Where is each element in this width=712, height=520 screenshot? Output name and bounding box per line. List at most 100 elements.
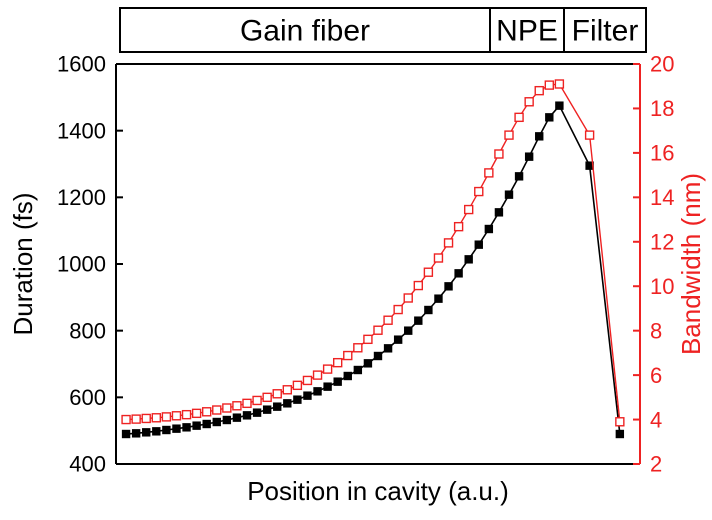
series-marker-bandwidth <box>616 418 624 426</box>
chart-bg <box>0 0 712 520</box>
series-marker-duration <box>274 403 281 410</box>
series-marker-duration <box>395 336 402 343</box>
series-marker-bandwidth <box>243 399 251 407</box>
series-marker-bandwidth <box>586 131 594 139</box>
series-marker-duration <box>526 153 533 160</box>
ytick-right-label: 4 <box>650 407 662 432</box>
series-marker-duration <box>415 317 422 324</box>
series-marker-bandwidth <box>465 206 473 214</box>
series-marker-bandwidth <box>263 393 271 401</box>
series-marker-bandwidth <box>485 169 493 177</box>
series-marker-bandwidth <box>555 80 563 88</box>
series-marker-duration <box>475 241 482 248</box>
series-marker-bandwidth <box>203 408 211 416</box>
ytick-right-label: 6 <box>650 363 662 388</box>
series-marker-duration <box>495 209 502 216</box>
series-marker-bandwidth <box>374 326 382 334</box>
series-marker-bandwidth <box>404 294 412 302</box>
ytick-right-label: 20 <box>650 52 674 77</box>
ytick-right-label: 14 <box>650 185 674 210</box>
series-marker-duration <box>334 378 341 385</box>
series-marker-duration <box>223 417 230 424</box>
series-marker-duration <box>163 427 170 434</box>
series-marker-duration <box>233 414 240 421</box>
series-marker-duration <box>294 396 301 403</box>
series-marker-duration <box>133 430 140 437</box>
series-marker-duration <box>485 226 492 233</box>
y-right-label: Bandwidth (nm) <box>676 173 706 355</box>
series-marker-duration <box>284 400 291 407</box>
series-marker-bandwidth <box>122 416 130 424</box>
ytick-right-label: 10 <box>650 274 674 299</box>
ytick-left-label: 800 <box>69 318 106 343</box>
series-marker-duration <box>193 422 200 429</box>
series-marker-duration <box>344 373 351 380</box>
series-marker-duration <box>506 191 513 198</box>
series-marker-duration <box>314 388 321 395</box>
series-marker-bandwidth <box>334 359 342 367</box>
series-marker-bandwidth <box>384 316 392 324</box>
ytick-right-label: 18 <box>650 96 674 121</box>
region-label-1: NPE <box>496 15 558 48</box>
series-marker-duration <box>183 424 190 431</box>
series-marker-bandwidth <box>223 404 231 412</box>
series-marker-duration <box>516 173 523 180</box>
series-marker-duration <box>546 114 553 121</box>
series-marker-bandwidth <box>152 414 160 422</box>
series-marker-duration <box>203 421 210 428</box>
series-marker-bandwidth <box>445 239 453 247</box>
series-marker-duration <box>375 353 382 360</box>
ytick-right-label: 8 <box>650 318 662 343</box>
series-marker-bandwidth <box>475 188 483 196</box>
series-marker-bandwidth <box>233 402 241 410</box>
series-marker-duration <box>435 295 442 302</box>
series-marker-bandwidth <box>213 406 221 414</box>
ytick-left-label: 1000 <box>57 252 106 277</box>
region-label-2: Filter <box>572 15 639 48</box>
region-label-0: Gain fiber <box>240 15 370 48</box>
series-marker-bandwidth <box>394 306 402 314</box>
series-marker-bandwidth <box>344 352 352 360</box>
series-marker-duration <box>123 431 130 438</box>
series-marker-bandwidth <box>303 376 311 384</box>
series-marker-duration <box>153 428 160 435</box>
ytick-left-label: 1200 <box>57 185 106 210</box>
series-marker-duration <box>445 283 452 290</box>
series-marker-duration <box>455 270 462 277</box>
x-axis-label: Position in cavity (a.u.) <box>247 476 509 506</box>
series-marker-duration <box>465 256 472 263</box>
series-marker-bandwidth <box>283 386 291 394</box>
series-marker-bandwidth <box>273 390 281 398</box>
series-marker-bandwidth <box>314 371 322 379</box>
ytick-left-label: 600 <box>69 385 106 410</box>
series-marker-bandwidth <box>545 81 553 89</box>
series-marker-bandwidth <box>414 282 422 290</box>
series-marker-duration <box>536 133 543 140</box>
series-marker-duration <box>244 412 251 419</box>
series-marker-bandwidth <box>364 335 372 343</box>
series-marker-bandwidth <box>515 113 523 121</box>
series-marker-duration <box>385 345 392 352</box>
ytick-right-label: 16 <box>650 141 674 166</box>
series-marker-duration <box>354 367 361 374</box>
series-marker-duration <box>556 102 563 109</box>
series-marker-duration <box>324 383 331 390</box>
series-marker-bandwidth <box>424 268 432 276</box>
series-marker-duration <box>616 431 623 438</box>
series-marker-bandwidth <box>525 98 533 106</box>
series-marker-bandwidth <box>434 254 442 262</box>
series-marker-bandwidth <box>253 396 261 404</box>
series-marker-bandwidth <box>132 415 140 423</box>
series-marker-bandwidth <box>354 344 362 352</box>
series-marker-duration <box>304 392 311 399</box>
series-marker-bandwidth <box>193 409 201 417</box>
series-marker-bandwidth <box>455 223 463 231</box>
series-marker-bandwidth <box>505 131 513 139</box>
series-marker-duration <box>425 307 432 314</box>
series-marker-bandwidth <box>162 413 170 421</box>
series-marker-bandwidth <box>172 412 180 420</box>
series-marker-duration <box>143 429 150 436</box>
series-marker-duration <box>173 425 180 432</box>
series-marker-bandwidth <box>293 381 301 389</box>
series-marker-bandwidth <box>495 150 503 158</box>
